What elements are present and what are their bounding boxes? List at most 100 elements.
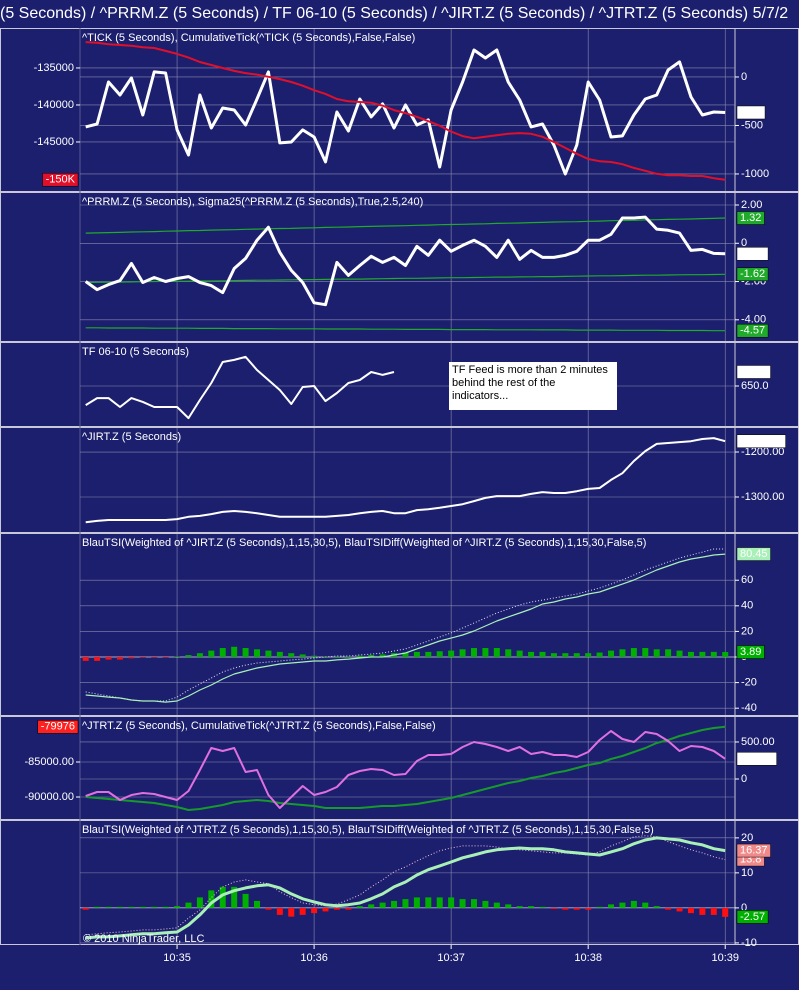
panel-frame bbox=[0, 533, 799, 716]
histogram-bar bbox=[368, 655, 375, 658]
histogram-bar bbox=[482, 900, 489, 908]
histogram-bar bbox=[676, 907, 683, 912]
panel-label: ^JIRT.Z (5 Seconds) bbox=[82, 431, 181, 443]
histogram-bar bbox=[299, 654, 306, 658]
histogram-bar bbox=[619, 649, 626, 658]
value-tag-box bbox=[736, 323, 769, 338]
histogram-bar bbox=[265, 907, 272, 910]
histogram-bar bbox=[436, 897, 443, 908]
histogram-bar bbox=[139, 657, 146, 658]
histogram-bar bbox=[185, 655, 192, 658]
series-line bbox=[84, 215, 726, 307]
x-tick-label: 10:37 bbox=[437, 952, 465, 964]
panel-label: ^JTRT.Z (5 Seconds), CumulativeTick(^JTR… bbox=[82, 720, 436, 732]
series-line bbox=[85, 41, 726, 181]
histogram-bar bbox=[208, 650, 215, 658]
histogram-bar bbox=[722, 652, 729, 658]
histogram-bar bbox=[665, 907, 672, 910]
histogram-bar bbox=[219, 886, 226, 908]
histogram-bar bbox=[174, 656, 181, 658]
histogram-bar bbox=[288, 653, 295, 658]
series-line bbox=[85, 327, 726, 332]
y-tick-label: 20 bbox=[741, 832, 753, 844]
value-tag: 650.8 bbox=[740, 366, 768, 378]
panel-label: BlauTSI(Weighted of ^JTRT.Z (5 Seconds),… bbox=[82, 824, 654, 836]
histogram-bar bbox=[436, 651, 443, 658]
y-tick-label: -500 bbox=[741, 119, 763, 131]
histogram-bar bbox=[276, 907, 283, 915]
histogram-bar bbox=[151, 906, 158, 908]
histogram-bar bbox=[185, 902, 192, 908]
panel-frame bbox=[0, 427, 799, 533]
histogram-bar bbox=[550, 653, 557, 658]
histogram-bar bbox=[413, 897, 420, 908]
histogram-bar bbox=[174, 906, 181, 908]
histogram-bar bbox=[528, 906, 535, 908]
x-tick-label: 10:39 bbox=[711, 952, 739, 964]
value-tag: 3.89 bbox=[740, 646, 761, 658]
panel-frame bbox=[0, 192, 799, 342]
histogram-bar bbox=[333, 656, 340, 658]
histogram-bar bbox=[151, 657, 158, 658]
histogram-bar bbox=[356, 906, 363, 908]
histogram-bar bbox=[322, 907, 329, 912]
y-tick-label: 60 bbox=[741, 574, 753, 586]
histogram-bar bbox=[687, 907, 694, 914]
histogram-bar bbox=[493, 648, 500, 658]
histogram-bar bbox=[539, 906, 546, 908]
histogram-bar bbox=[699, 907, 706, 915]
annotation: TF Feed is more than 2 minutes behind th… bbox=[449, 362, 617, 410]
histogram-bar bbox=[379, 654, 386, 658]
histogram-bar bbox=[448, 897, 455, 908]
histogram-bar bbox=[345, 907, 352, 910]
x-tick-label: 10:38 bbox=[574, 952, 602, 964]
histogram-bar bbox=[459, 899, 466, 908]
histogram-bar bbox=[356, 655, 363, 658]
histogram-bar bbox=[311, 655, 318, 658]
histogram-bar bbox=[642, 902, 649, 908]
histogram-bar bbox=[653, 906, 660, 908]
x-tick-label: 10:35 bbox=[163, 952, 191, 964]
value-tag-box bbox=[736, 910, 769, 924]
panel-label: BlauTSI(Weighted of ^JIRT.Z (5 Seconds),… bbox=[82, 537, 646, 549]
histogram-bar bbox=[105, 657, 112, 660]
histogram-bar bbox=[288, 907, 295, 917]
histogram-bar bbox=[722, 907, 729, 917]
histogram-bar bbox=[116, 657, 123, 660]
y-tick-label: 0 bbox=[741, 71, 747, 83]
histogram-bar bbox=[608, 904, 615, 908]
y-tick-label: -85000.00 bbox=[24, 756, 74, 768]
histogram-bar bbox=[596, 652, 603, 658]
panel-frame bbox=[0, 716, 799, 820]
histogram-bar bbox=[585, 907, 592, 910]
histogram-bar bbox=[550, 907, 557, 909]
value-tag-box bbox=[736, 267, 769, 282]
panel-label: TF 06-10 (5 Seconds) bbox=[82, 346, 189, 358]
value-tag: -4.57 bbox=[740, 325, 765, 337]
value-tag: 16.37 bbox=[740, 844, 768, 856]
histogram-bar bbox=[642, 648, 649, 658]
y-tick-label: -1000 bbox=[741, 168, 769, 180]
value-tag-box bbox=[736, 247, 769, 261]
copyright: © 2010 NinjaTrader, LLC bbox=[83, 933, 204, 945]
y-tick-label: 500.00 bbox=[741, 736, 775, 748]
x-tick-label: 10:36 bbox=[300, 952, 328, 964]
panel-label: ^TICK (5 Seconds), CumulativeTick(^TICK … bbox=[82, 32, 415, 44]
y-tick-label: -90000.00 bbox=[24, 791, 74, 803]
value-tag-box bbox=[736, 752, 777, 766]
histogram-bar bbox=[162, 657, 169, 658]
histogram-bar bbox=[299, 907, 306, 915]
histogram-bar bbox=[116, 906, 123, 908]
value-tag: -0.55 bbox=[740, 248, 765, 260]
histogram-bar bbox=[82, 657, 89, 661]
value-tag-box bbox=[736, 434, 786, 448]
histogram-bar bbox=[128, 906, 135, 908]
histogram-bar bbox=[562, 653, 569, 658]
histogram-bar bbox=[242, 893, 249, 908]
value-tag-box bbox=[42, 172, 79, 187]
series-line bbox=[85, 836, 726, 940]
value-tag: -1.62 bbox=[740, 268, 765, 280]
value-tag-box bbox=[37, 720, 79, 734]
histogram-bar bbox=[162, 906, 169, 908]
histogram-bar bbox=[585, 653, 592, 658]
